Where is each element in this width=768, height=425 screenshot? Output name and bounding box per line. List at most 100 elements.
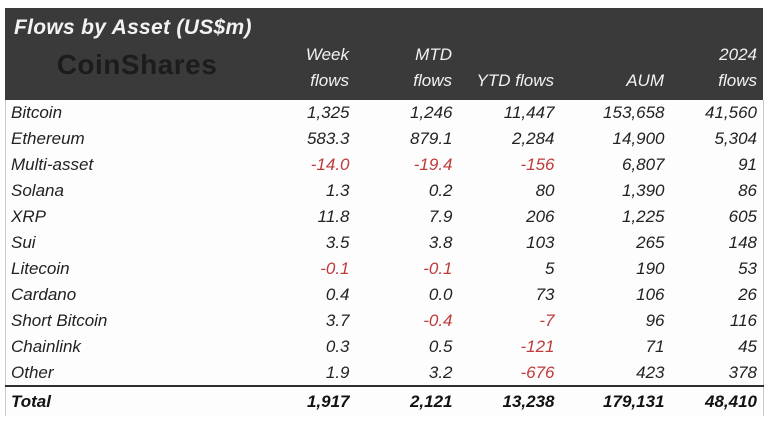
value-cell: 378 [728,362,757,382]
value-cell: 11.8 [317,207,350,226]
logo-cell: CoinShares [5,42,275,100]
asset-name: Total [5,385,276,416]
value-cell: 2,121 [355,385,459,416]
value-cell: 1,225 [621,207,665,226]
value-cell: 48,410 [670,385,764,416]
value-cell: 3.2 [428,362,453,382]
column-label: flows [310,71,349,90]
value-cell: 116 [729,311,757,330]
column-label: YTD flows [476,71,554,90]
value-cell: 3.5 [325,233,350,252]
table-body: Bitcoin 1,325 1,246 11,447 153,658 41,560 Ethe… [5,100,764,416]
value-cell: 73 [535,285,555,304]
coinshares-logo: CoinShares [56,49,218,80]
value-cell: 2,284 [511,129,555,148]
value-cell: 86 [738,181,757,200]
value-cell: -676 [520,362,555,382]
value-cell: 879.1 [409,129,453,148]
asset-name: Bitcoin [11,103,63,122]
value-cell: -7 [539,311,555,330]
value-cell: 0.3 [325,337,350,356]
asset-name: Ethereum [11,129,85,148]
table-rows: Bitcoin 1,325 1,246 11,447 153,658 41,560 Ethe… [5,100,764,416]
column-label: flows [413,71,452,90]
value-cell: 3.8 [428,233,453,252]
table-row: Bitcoin 1,325 1,246 11,447 153,658 41,560 [6,100,764,126]
table-title: Flows by Asset (US$m) [14,16,252,39]
total-row: Total 1,917 2,121 13,238 179,131 48,410 [5,385,764,416]
value-cell: 190 [636,259,665,278]
column-header-2024-flows: 2024 flows [670,42,763,100]
value-cell: 0.2 [428,181,453,200]
value-cell: 7.9 [428,207,453,226]
value-cell: -0.1 [423,259,453,278]
value-cell: 91 [738,155,757,174]
asset-name: Sui [11,233,36,252]
column-label: 2024 [719,45,757,64]
value-cell: 103 [526,233,555,252]
value-cell: 1,390 [621,181,665,200]
column-label: flows [718,71,757,90]
value-cell: 5 [545,259,555,278]
value-cell: 1,325 [306,103,350,122]
value-cell: 3.7 [325,311,350,330]
value-cell: -14.0 [310,155,350,174]
column-header-ytd-flows: YTD flows [458,42,560,100]
value-cell: 153,658 [603,103,665,122]
asset-name: Multi-asset [11,155,94,174]
value-cell: 6,807 [621,155,665,174]
value-cell: 0.0 [428,285,453,304]
asset-name: XRP [11,207,46,226]
value-cell: 11,447 [503,103,555,122]
value-cell: 1,246 [409,103,453,122]
value-cell: 1.3 [325,181,350,200]
value-cell: 45 [738,337,757,356]
asset-name: Cardano [11,285,77,304]
table-row: Short Bitcoin 3.7 -0.4 -7 96 116 [6,308,764,334]
column-label: MTD [415,45,452,64]
value-cell: 5,304 [714,129,757,148]
column-header-row: CoinShares Week flows MTD flows YTD flow… [5,42,763,100]
asset-name: Short Bitcoin [11,311,108,330]
asset-name: Other [11,362,54,382]
column-header-week-flows: Week flows [275,42,355,100]
value-cell: 71 [645,337,665,356]
value-cell: 13,238 [458,385,561,416]
asset-name: Chainlink [11,337,81,356]
value-cell: 0.5 [428,337,453,356]
value-cell: 148 [728,233,757,252]
value-cell: 206 [526,207,555,226]
asset-name: Solana [11,181,64,200]
value-cell: -19.4 [413,155,453,174]
table-row: Multi-asset -14.0 -19.4 -156 6,807 91 [6,152,764,178]
value-cell: 80 [535,181,555,200]
value-cell: 26 [738,285,757,304]
value-cell: 53 [738,259,757,278]
value-cell: 106 [636,285,665,304]
table-row: Ethereum 583.3 879.1 2,284 14,900 5,304 [6,126,764,152]
table-row: Sui 3.5 3.8 103 265 148 [6,230,764,256]
value-cell: 605 [728,207,757,226]
asset-name: Litecoin [11,259,70,278]
table-row: Cardano 0.4 0.0 73 106 26 [6,282,764,308]
value-cell: 14,900 [612,129,665,148]
table-header: Flows by Asset (US$m) CoinShares Week fl… [5,8,763,100]
table-row: Other 1.9 3.2 -676 423 378 [6,360,764,386]
flows-table: Flows by Asset (US$m) CoinShares Week fl… [5,8,764,416]
value-cell: -121 [520,337,555,356]
value-cell: -0.4 [423,311,453,330]
value-cell: 1.9 [325,362,350,382]
table-row: XRP 11.8 7.9 206 1,225 605 [6,204,764,230]
value-cell: 423 [636,362,665,382]
value-cell: -156 [520,155,555,174]
value-cell: 1,917 [275,385,356,416]
column-label: AUM [626,71,664,90]
value-cell: 265 [636,233,665,252]
column-label: Week [305,45,349,64]
value-cell: 96 [645,311,665,330]
table-row: Litecoin -0.1 -0.1 5 190 53 [6,256,764,282]
table-row: Solana 1.3 0.2 80 1,390 86 [6,178,764,204]
column-header-mtd-flows: MTD flows [355,42,458,100]
table-row: Chainlink 0.3 0.5 -121 71 45 [6,334,764,360]
column-header-aum: AUM [560,42,670,100]
